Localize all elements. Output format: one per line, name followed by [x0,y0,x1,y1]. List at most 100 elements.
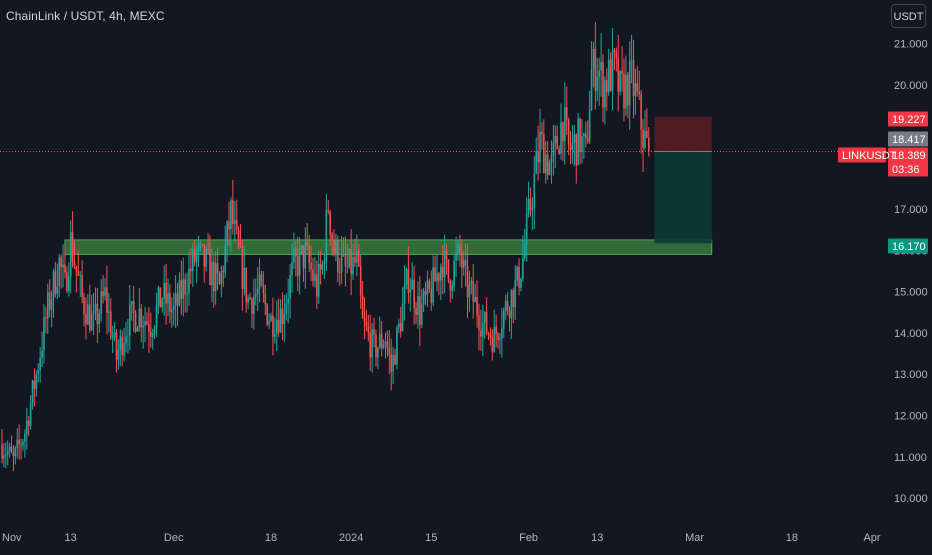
candle-body [630,60,633,62]
candle-body [218,273,221,284]
candle-body [462,260,465,268]
candle-body [470,281,473,284]
candle-body [367,326,370,333]
candle-body [350,249,352,275]
candle-body [67,276,70,292]
candle-body [609,59,612,91]
candle-body [588,110,591,142]
candle-body [254,293,257,297]
candle-body [203,244,206,267]
candle-body [472,281,475,302]
candle-body [592,49,595,70]
candle-body [556,135,558,149]
candle-body [579,118,581,152]
candle-body [184,279,186,295]
candle-body [647,137,650,152]
candle-body [544,154,547,174]
candle-body [237,229,240,247]
take-profit-zone[interactable] [654,151,712,244]
stop-loss-zone[interactable] [654,116,712,152]
candle-body [100,291,103,314]
candle-body [514,280,517,307]
candle-body [37,370,40,374]
candle-body [352,256,354,275]
candle-body [502,310,505,329]
candle-body [432,267,434,304]
candle-body [3,455,5,459]
candle-body [167,293,169,304]
candle-body [611,50,614,91]
candle-body [384,341,387,346]
candle-body [394,354,396,365]
candle-body [457,244,459,255]
candle-body [130,301,133,305]
candle-body [356,250,358,263]
candle-body [87,304,89,325]
candle-body [191,249,194,272]
candle-body [195,250,198,262]
x-tick-label: 2024 [339,532,363,544]
candle-body [606,80,608,93]
candle-body [543,134,545,174]
candle-body [26,420,28,435]
candle-body [317,263,320,297]
countdown-badge: 03:36 [888,161,928,177]
y-tick-label: 17.000 [894,204,928,216]
target-price-badge-bg [888,238,928,254]
candle-body [109,311,112,338]
candle-body [176,293,179,305]
candle-body [12,452,15,457]
currency-button[interactable]: USDT [891,4,926,28]
candle-body [510,289,513,318]
candle-body [613,50,616,52]
candle-body [501,328,503,339]
candle-body [275,319,278,334]
candle-body [602,62,604,108]
candle-body [134,312,137,332]
candle-body [581,136,583,152]
candle-body [216,263,219,274]
candle-body [245,267,248,303]
candle-body [140,308,143,328]
candle-body [232,200,234,225]
candle-body [569,145,572,151]
candle-body [403,285,406,304]
candle-body [600,62,602,71]
candle-body [493,326,496,352]
candle-body [310,262,312,270]
candle-body [235,220,238,230]
stop-price-badge: 19.227 [888,111,928,127]
candle-body [426,280,429,295]
candle-body [377,347,379,358]
candle-body [434,267,436,282]
candle-body [289,275,291,299]
candle-body [354,256,356,263]
x-tick-label: Nov [2,532,22,544]
candle-body [295,248,297,257]
y-tick-label: 21.000 [894,39,928,51]
candle-body [268,320,270,325]
candle-body [77,271,80,276]
candle-body [447,259,450,281]
candle-body [399,322,402,332]
candle-body [27,420,30,427]
candle-body [325,210,328,262]
candle-body [621,71,623,74]
candle-body [127,335,129,337]
candle-body [241,246,244,290]
candle-body [357,250,360,267]
candle-body [411,279,413,290]
candle-body [537,151,539,163]
candle-body [550,155,553,163]
candle-body [468,283,471,298]
candle-body [214,263,217,292]
candle-body [575,134,578,166]
candle-body [50,299,53,310]
candle-body [531,207,534,210]
candle-body [180,280,183,299]
candle-body [285,303,288,314]
candle-body [56,286,59,294]
candle-body [335,240,337,255]
